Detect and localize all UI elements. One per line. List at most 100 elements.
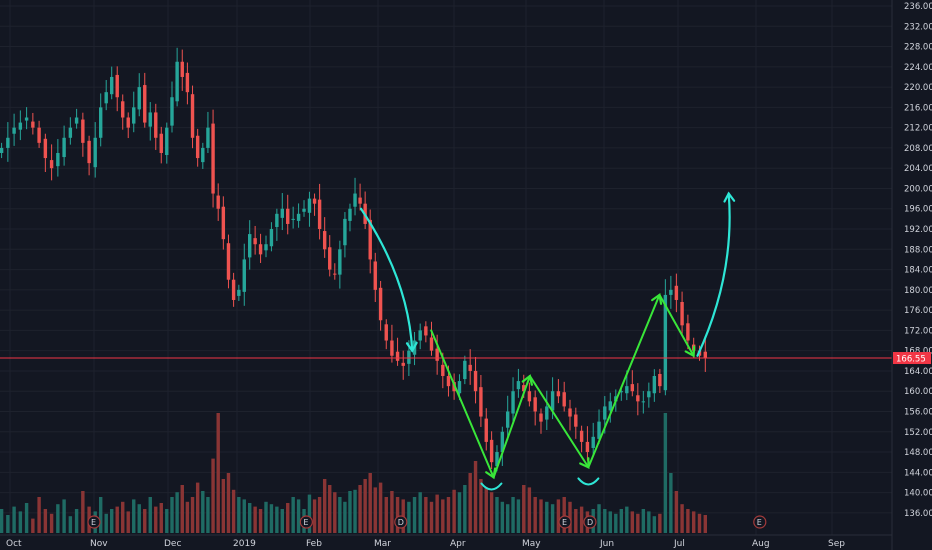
annotation-zigzag <box>430 293 696 480</box>
y-tick-label: 180.00 <box>904 286 932 296</box>
candle <box>579 425 584 453</box>
volume-bar <box>275 506 279 533</box>
candle <box>280 193 284 231</box>
volume-bar <box>307 494 312 533</box>
candle <box>343 212 347 258</box>
candle <box>296 203 301 228</box>
svg-text:E: E <box>303 518 308 527</box>
volume-bar <box>104 513 108 533</box>
price-axis[interactable]: 136.00 140.00 144.00 148.00 152.00 156.00 160.… <box>891 0 932 550</box>
x-tick-label: Apr <box>450 539 466 549</box>
volume-bar <box>81 491 85 533</box>
event-marker[interactable]: E <box>87 515 101 529</box>
candle <box>180 49 184 91</box>
candle <box>435 334 439 375</box>
event-marker[interactable]: E <box>299 515 313 529</box>
candle <box>302 200 306 217</box>
volume-bar <box>185 501 190 533</box>
volume-bar <box>258 509 263 533</box>
volume-bar <box>296 499 301 533</box>
volume-bar <box>697 513 702 533</box>
volume-bar <box>429 501 434 533</box>
candle <box>231 272 236 307</box>
volume-bar <box>159 503 163 533</box>
volume-bar <box>269 504 274 533</box>
volume-bar <box>539 499 543 533</box>
time-axis[interactable]: Oct Nov Dec 2019 Feb Mar Apr May Jun Jul Aug Sep <box>0 534 892 549</box>
candle <box>170 81 174 133</box>
candle <box>338 240 342 289</box>
candle <box>429 321 434 356</box>
volume-bar <box>674 491 679 533</box>
candle <box>348 203 352 232</box>
drawn-annotations <box>359 191 736 491</box>
volume-bar <box>231 489 236 533</box>
candle <box>608 392 612 423</box>
candle <box>253 225 257 255</box>
volume-bar <box>170 497 174 533</box>
candle <box>18 110 23 141</box>
candle <box>206 111 210 153</box>
candle <box>401 350 405 380</box>
candle <box>539 408 543 434</box>
candle <box>286 194 290 235</box>
x-tick-label: Aug <box>752 539 770 549</box>
svg-text:E: E <box>562 518 567 527</box>
candle <box>322 217 327 258</box>
volume-bar <box>62 499 66 533</box>
candle <box>242 243 246 306</box>
y-tick-label: 204.00 <box>904 164 932 174</box>
candle <box>562 381 566 412</box>
candle <box>516 368 521 398</box>
x-tick-label: Dec <box>164 539 181 549</box>
volume-bar <box>247 503 252 533</box>
candle <box>269 222 274 252</box>
volume-bar <box>452 489 456 533</box>
candle <box>132 91 136 133</box>
candle <box>479 374 483 427</box>
event-marker[interactable]: D <box>394 515 408 529</box>
candle <box>264 235 268 258</box>
volume-bar <box>280 509 284 533</box>
candle <box>37 120 41 148</box>
y-tick-label: 216.00 <box>904 103 932 113</box>
volume-bar <box>545 501 549 533</box>
annotation-smile <box>480 482 503 491</box>
candle <box>663 279 668 396</box>
candle <box>317 183 322 240</box>
volume-bar <box>0 509 4 533</box>
volume-bar <box>579 506 584 533</box>
candle <box>126 112 130 139</box>
candle <box>143 72 147 128</box>
candle <box>56 139 60 177</box>
volume-bar <box>562 497 566 533</box>
x-tick-label: Sep <box>828 539 845 549</box>
volume-bar <box>556 499 561 533</box>
candle <box>175 47 179 107</box>
candle <box>221 196 226 250</box>
y-tick-label: 192.00 <box>904 225 932 235</box>
candle <box>368 209 372 274</box>
volume-bar <box>597 504 601 533</box>
event-marker[interactable]: E <box>558 515 572 529</box>
candle <box>121 94 125 130</box>
volume-bar <box>505 504 510 533</box>
candle <box>12 113 16 146</box>
volume-bar <box>132 499 136 533</box>
y-tick-label: 144.00 <box>904 468 932 478</box>
volume-bar <box>407 501 411 533</box>
y-tick-label: 156.00 <box>904 407 932 417</box>
volume-bar <box>110 509 114 533</box>
last-price-label: 166.55 <box>893 352 931 365</box>
event-marker[interactable]: D <box>583 515 597 529</box>
volume-bar <box>446 497 451 533</box>
candle <box>307 191 312 227</box>
volume-bar <box>368 473 372 533</box>
svg-text:D: D <box>398 518 404 527</box>
candle <box>527 382 532 407</box>
last-price-text: 166.55 <box>896 355 926 365</box>
event-marker[interactable]: E <box>753 515 767 529</box>
volume-bar <box>550 504 555 533</box>
